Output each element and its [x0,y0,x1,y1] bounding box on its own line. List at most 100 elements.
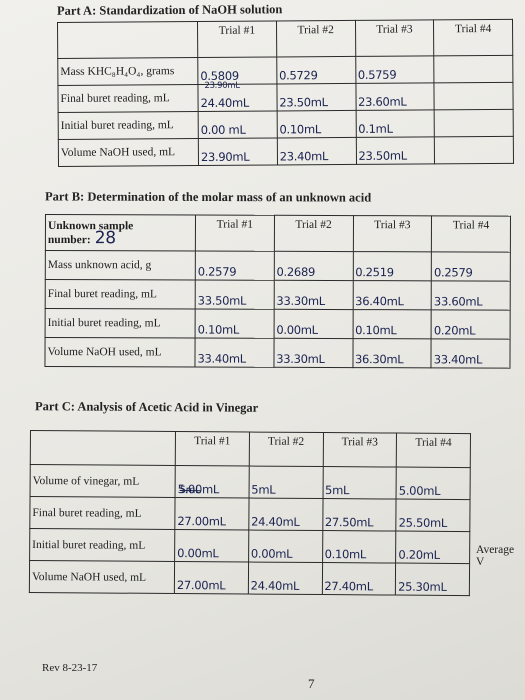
handwritten-value: 33.50mL [195,280,275,310]
handwritten-value: 23.60mL [355,82,435,111]
data-row: Initial buret reading, mL 0.10mL 0.00mL 0.1… [45,308,511,340]
handwritten-value: 0.10mL [322,530,397,564]
column-header: Trial #2 [276,20,356,57]
handwritten-value: 0.2519 [352,251,432,281]
column-header: Trial #2 [249,432,323,467]
handwritten-value: 23.90mL [198,137,278,166]
row-label: Volume NaOH used, mL [44,337,196,368]
handwritten-value: 0.00mL [248,530,323,563]
column-header: Trial #4 [396,433,471,468]
data-row: Mass unknown acid, g 0.2579 0.2689 0.2519 0.… [45,250,511,282]
handwritten-value: 0.2689 [274,251,353,281]
handwritten-value: 36.40mL [352,280,432,310]
header-row: Unknown sample number: 28 Trial #1 Trial #2… [45,214,511,253]
column-header: Trial #1 [197,20,277,58]
revision: Rev 8-23-17 [42,662,98,674]
sample-number: 28 [94,227,116,248]
handwritten-value: 27.00mL [174,561,249,595]
handwritten-value: 23.50mL [276,83,356,111]
handwritten-value: 33.40mL [431,338,511,369]
header-corner: Unknown sample number: 28 [45,214,196,252]
sample-label: Unknown sample number: [47,219,134,246]
handwritten-value: 23.50mL [355,136,435,165]
section-title: Part A: Standardization of NaOH solution [56,2,283,18]
data-table: Trial #1 Trial #2 Trial #3 Trial #4 Mass KHC… [57,19,514,167]
handwritten-value: 25.50mL [396,499,471,532]
handwritten-value: 24.40mL [248,498,323,531]
data-row: Volume NaOH used, mL 23.90mL 23.40mL 23.50m… [58,136,514,167]
handwritten-value: 27.00mL [174,497,249,531]
row-label: Final buret reading, mL [29,496,176,530]
data-row: Initial buret reading, mL 0.00 mL 0.10mL 0.… [58,109,514,140]
side-label: Average V [476,544,515,568]
handwritten-value [434,136,514,164]
handwritten-value: 23.40mL [277,137,357,165]
column-header: Trial #3 [354,19,434,57]
data-row: Final buret reading, mL 24.40mL 23.90mL 23.… [57,80,514,113]
handwritten-value: 0.00mL [273,309,353,339]
handwritten-value [433,55,513,83]
row-label: Initial buret reading, mL [29,528,175,562]
row-label: Initial buret reading, mL [58,111,199,140]
column-header: Trial #1 [195,215,275,252]
handwritten-value: 0.2579 [195,251,275,281]
section-title: Part B: Determination of the molar mass … [44,189,372,205]
header-row: Trial #1 Trial #2 Trial #3 Trial #4 [57,19,513,59]
data-row: Volume of vinegar, mL 5.00mL 5mL 5mL 5mL 5.00… [30,464,471,500]
handwritten-value [434,109,514,137]
data-row: Initial buret reading, mL 0.00mL 0.00mL 0.1… [29,528,470,564]
handwritten-value: 33.30mL [273,338,353,368]
data-row: Final buret reading, mL 33.50mL 33.30mL 36.… [45,279,511,311]
column-header: Trial #1 [175,431,250,467]
row-label: Volume NaOH used, mL [29,560,175,594]
column-header: Trial #4 [433,19,513,56]
column-header: Trial #4 [431,215,511,253]
row-label: Final buret reading, mL [45,279,196,310]
handwritten-value: 27.50mL [322,498,397,532]
handwritten-value: 36.30mL [352,338,432,368]
handwritten-value: 5mL [322,466,397,500]
row-label: Mass unknown acid, g [45,250,196,281]
handwritten-value: 24.40mL 23.90mL [197,80,277,112]
data-table: Trial #1 Trial #2 Trial #3 Trial #4 Volume o… [29,430,471,596]
data-row: Final buret reading, mL 27.00mL 24.40mL 27.… [29,496,471,532]
page-number: 7 [308,676,315,691]
handwritten-value: 33.60mL [431,280,511,311]
handwritten-value: 0.10mL [352,309,432,339]
column-header: Trial #2 [274,215,353,252]
handwritten-value: 5mL [248,466,323,499]
row-label: Volume NaOH used, mL [58,138,199,167]
data-row: Volume NaOH used, mL 33.40mL 33.30mL 36.30m… [44,337,511,369]
data-row: Mass KHC₈H₄O₄, grams 0.5809 0.5729 0.5759 [57,55,513,86]
handwritten-value: 33.30mL [273,280,353,310]
margin-annotation: 23.90mL [204,80,240,91]
column-header: Trial #3 [322,432,397,468]
handwritten-value: 0.00 mL [198,110,278,139]
header-corner [30,430,176,466]
handwritten-value: 0.1mL [355,109,435,138]
handwritten-value: 24.40mL [248,562,323,595]
header-corner [57,21,198,59]
handwritten-value: 0.10mL [195,309,274,339]
handwritten-value: 0.2579 [431,251,511,282]
handwritten-value: 0.5759 [355,55,435,84]
column-header: Trial #3 [352,215,432,252]
handwritten-value: 5.00mL 5mL [175,465,250,499]
row-label: Mass KHC₈H₄O₄, grams [57,57,198,86]
handwritten-value: 0.20mL [431,309,511,340]
handwritten-value: 0.00mL [174,529,249,563]
handwritten-value: 0.20mL [395,531,470,564]
handwritten-value: 33.40mL [194,338,274,368]
row-label: Initial buret reading, mL [45,308,196,339]
row-label: Volume of vinegar, mL [30,464,176,498]
header-row: Trial #1 Trial #2 Trial #3 Trial #4 [30,430,471,468]
handwritten-value: 0.5729 [276,56,356,84]
data-row: Volume NaOH used, mL 27.00mL 24.40mL 27.40m… [29,560,470,596]
data-table: Unknown sample number: 28 Trial #1 Trial #2… [44,214,511,369]
crossed-out-value: 5mL [179,485,201,497]
handwritten-value: 0.10mL [276,110,356,138]
handwritten-value [434,82,514,110]
handwritten-value: 5.00mL [396,467,471,500]
section-title: Part C: Analysis of Acetic Acid in Vineg… [34,399,259,415]
